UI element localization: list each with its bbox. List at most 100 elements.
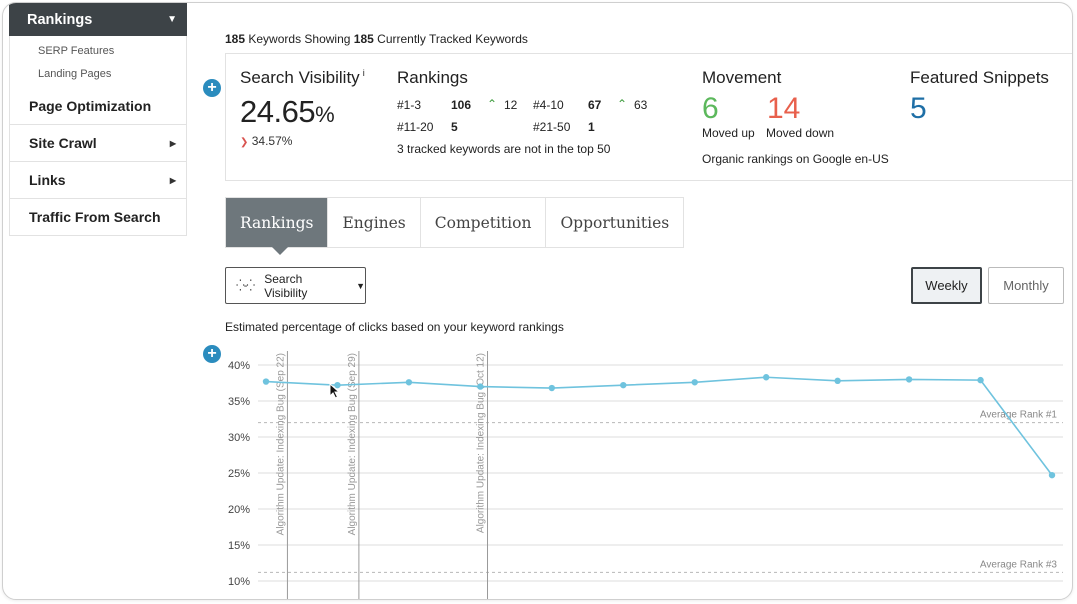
y-tick-label: 30% xyxy=(228,432,250,444)
rank-change: 63 xyxy=(634,98,647,112)
search-visibility-delta: ❯ 34.57% xyxy=(240,134,365,148)
rank-count: 67 xyxy=(588,98,601,112)
data-point xyxy=(477,383,483,389)
sidebar-item-traffic-from-search[interactable]: Traffic From Search xyxy=(9,199,187,236)
y-tick-label: 20% xyxy=(228,504,250,516)
annotation-label: Algorithm Update: Indexing Bug (Oct 12) xyxy=(476,353,487,533)
data-point xyxy=(834,378,840,384)
annotation-label: Algorithm Update: Indexing Bug (Sep 22) xyxy=(275,353,286,535)
tracked-keywords-label: Currently Tracked Keywords xyxy=(377,32,528,46)
rank-count: 5 xyxy=(451,120,458,134)
line-chart-icon: ⁛‐⁛ xyxy=(236,279,254,292)
rankings-summary-card: Rankings #1-3 106 ⌃ 12 #4-10 67 ⌃ 63 #11… xyxy=(397,68,468,88)
metrics-panel: Search Visibility i 24.65% ❯ 34.57% Ranki… xyxy=(225,53,1073,181)
data-point xyxy=(977,377,983,383)
moved-down-count: 14 xyxy=(767,92,800,126)
sidebar-header-rankings[interactable]: Rankings ▼ xyxy=(9,3,187,36)
info-icon[interactable]: i xyxy=(363,68,365,78)
keywords-showing-count: 185 xyxy=(225,32,245,46)
sidebar-subitem-serp-features[interactable]: SERP Features xyxy=(10,40,186,63)
chevron-up-icon: ⌃ xyxy=(487,97,497,111)
search-visibility-card: Search Visibility i 24.65% ❯ 34.57% xyxy=(240,68,365,148)
movement-note: Organic rankings on Google en-US xyxy=(702,152,889,166)
data-point xyxy=(906,376,912,382)
search-visibility-title-text: Search Visibility xyxy=(240,68,360,87)
chart-annotations: Algorithm Update: Indexing Bug (Sep 22) A… xyxy=(275,351,487,600)
reference-line-label: Average Rank #1 xyxy=(980,410,1058,421)
featured-snippets-card: Featured Snippets 5 xyxy=(910,68,1049,88)
tab-rankings[interactable]: Rankings xyxy=(226,198,327,247)
metric-select-label: Search Visibility xyxy=(264,272,346,300)
chevron-right-icon: ▶ xyxy=(170,176,176,185)
sidebar-item-site-crawl[interactable]: Site Crawl ▶ xyxy=(9,125,187,162)
data-point xyxy=(763,374,769,380)
caret-down-icon: ▼ xyxy=(356,281,365,291)
chevron-right-icon: ▶ xyxy=(170,139,176,148)
search-visibility-chart: 40% 35% 30% 25% 20% 15% 10% Average Rank #1Ave… xyxy=(193,343,1073,600)
monthly-button[interactable]: Monthly xyxy=(988,267,1064,304)
rankings-summary-title: Rankings xyxy=(397,68,468,88)
tab-engines[interactable]: Engines xyxy=(327,198,419,247)
sidebar-item-label: Site Crawl xyxy=(29,135,97,151)
featured-snippets-count: 5 xyxy=(910,92,927,126)
chart-series xyxy=(263,374,1055,478)
chart-caption: Estimated percentage of clicks based on … xyxy=(225,320,564,334)
sidebar: Rankings ▼ SERP Features Landing Pages P… xyxy=(9,3,187,236)
tab-competition[interactable]: Competition xyxy=(420,198,546,247)
series-line xyxy=(266,377,1052,475)
moved-up-count: 6 xyxy=(702,92,719,126)
annotation-label: Algorithm Update: Indexing Bug (Sep 29) xyxy=(347,353,358,535)
rank-range: #11-20 xyxy=(397,120,433,134)
search-visibility-unit: % xyxy=(315,102,334,127)
data-point xyxy=(263,378,269,384)
search-visibility-delta-value: 34.57% xyxy=(252,134,293,148)
moved-down-label: Moved down xyxy=(766,126,834,140)
y-tick-label: 35% xyxy=(228,396,250,408)
keywords-showing-label: Keywords Showing xyxy=(248,32,350,46)
view-tabs: Rankings Engines Competition Opportuniti… xyxy=(225,197,684,248)
weekly-button[interactable]: Weekly xyxy=(911,267,982,304)
sidebar-item-label: Page Optimization xyxy=(29,98,151,114)
rankings-note: 3 tracked keywords are not in the top 50 xyxy=(397,142,610,156)
search-visibility-value: 24.65% xyxy=(240,94,365,130)
mouse-cursor-icon xyxy=(329,383,341,399)
search-visibility-number: 24.65 xyxy=(240,94,315,129)
rank-count: 1 xyxy=(588,120,595,134)
sidebar-submenu: SERP Features Landing Pages xyxy=(9,36,187,88)
metric-select[interactable]: ⁛‐⁛ Search Visibility ▼ xyxy=(225,267,366,304)
rank-range: #1-3 xyxy=(397,98,421,112)
chart-y-axis: 40% 35% 30% 25% 20% 15% 10% xyxy=(228,360,250,588)
data-point xyxy=(406,379,412,385)
rank-range: #4-10 xyxy=(533,98,564,112)
tracked-keywords-count: 185 xyxy=(354,32,374,46)
rank-count: 106 xyxy=(451,98,471,112)
rank-range: #21-50 xyxy=(533,120,570,134)
sidebar-item-page-optimization[interactable]: Page Optimization xyxy=(9,88,187,125)
chart-grid xyxy=(258,365,1063,581)
movement-card: Movement 6 14 Moved up Moved down Organi… xyxy=(702,68,781,88)
data-point xyxy=(692,379,698,385)
y-tick-label: 15% xyxy=(228,540,250,552)
search-visibility-title: Search Visibility i xyxy=(240,68,365,88)
chevron-down-icon: ❯ xyxy=(240,137,248,148)
sidebar-subitem-landing-pages[interactable]: Landing Pages xyxy=(10,63,186,86)
tab-opportunities[interactable]: Opportunities xyxy=(545,198,683,247)
add-annotation-plus-icon[interactable]: + xyxy=(203,79,221,97)
featured-snippets-title: Featured Snippets xyxy=(910,68,1049,88)
moved-up-label: Moved up xyxy=(702,126,755,140)
y-tick-label: 40% xyxy=(228,360,250,372)
data-point xyxy=(620,382,626,388)
movement-title: Movement xyxy=(702,68,781,88)
data-point xyxy=(549,385,555,391)
sidebar-item-label: Links xyxy=(29,172,66,188)
y-tick-label: 10% xyxy=(228,576,250,588)
chart-reference-lines: Average Rank #1 Average Rank #3 xyxy=(258,410,1063,573)
sidebar-item-links[interactable]: Links ▶ xyxy=(9,162,187,199)
sidebar-header-label: Rankings xyxy=(27,12,92,28)
tracked-keywords-summary: 185 Keywords Showing 185 Currently Track… xyxy=(225,32,528,46)
rank-change: 12 xyxy=(504,98,517,112)
chevron-up-icon: ⌃ xyxy=(617,97,627,111)
sidebar-item-label: Traffic From Search xyxy=(29,209,161,225)
y-tick-label: 25% xyxy=(228,468,250,480)
